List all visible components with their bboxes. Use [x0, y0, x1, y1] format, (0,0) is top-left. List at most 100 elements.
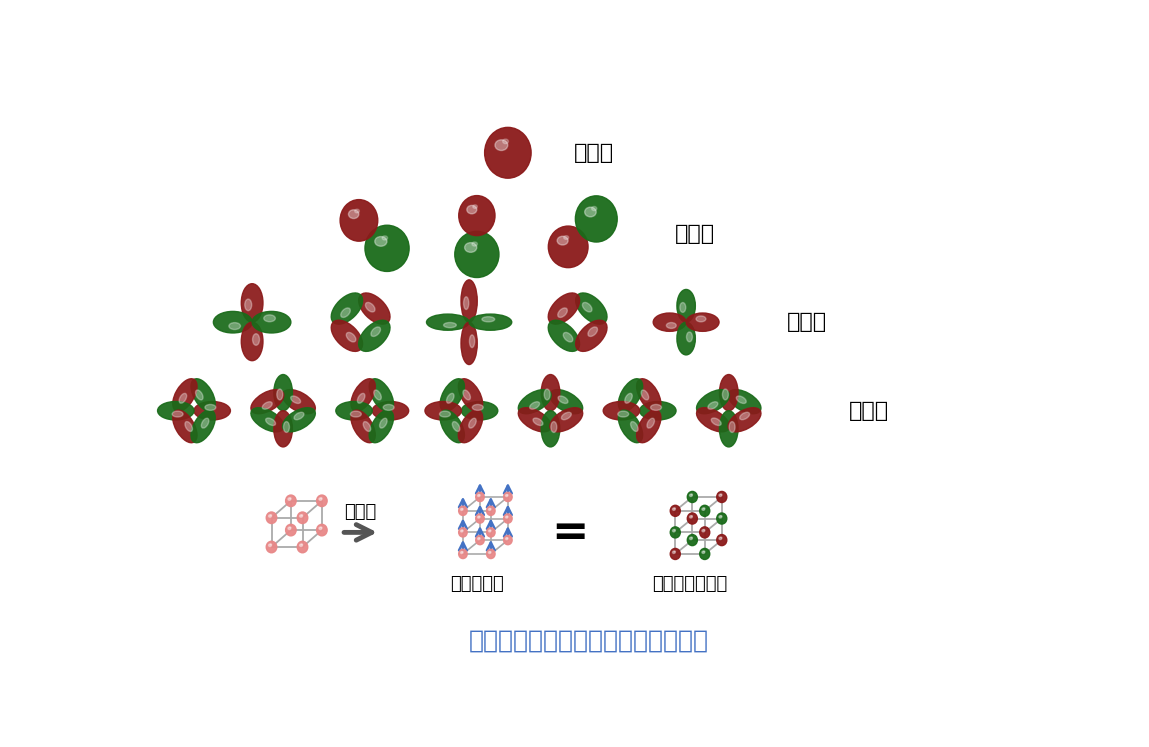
Ellipse shape	[576, 320, 607, 351]
Ellipse shape	[355, 209, 360, 213]
Ellipse shape	[284, 421, 290, 433]
Ellipse shape	[592, 206, 596, 211]
Ellipse shape	[631, 421, 638, 432]
Ellipse shape	[172, 379, 196, 412]
Ellipse shape	[283, 408, 315, 432]
Ellipse shape	[241, 322, 263, 361]
Ellipse shape	[670, 548, 680, 560]
Text: 八極子: 八極子	[849, 400, 889, 421]
Ellipse shape	[269, 515, 271, 517]
Ellipse shape	[346, 332, 356, 342]
Ellipse shape	[478, 495, 480, 497]
Ellipse shape	[350, 411, 361, 417]
Ellipse shape	[426, 314, 469, 330]
Ellipse shape	[674, 508, 676, 509]
Ellipse shape	[321, 498, 322, 499]
Ellipse shape	[269, 544, 271, 547]
Ellipse shape	[179, 394, 186, 403]
Ellipse shape	[478, 516, 480, 518]
Ellipse shape	[700, 548, 710, 560]
Ellipse shape	[506, 538, 508, 539]
Ellipse shape	[585, 207, 596, 217]
Ellipse shape	[270, 544, 271, 545]
Ellipse shape	[461, 509, 463, 510]
Ellipse shape	[618, 379, 642, 412]
Ellipse shape	[461, 322, 477, 365]
Ellipse shape	[562, 412, 571, 420]
Ellipse shape	[476, 514, 484, 523]
Ellipse shape	[696, 390, 730, 414]
Text: 単極子: 単極子	[573, 143, 614, 163]
Ellipse shape	[495, 140, 508, 150]
Ellipse shape	[463, 390, 470, 400]
Text: =: =	[552, 511, 588, 554]
Ellipse shape	[283, 390, 315, 414]
Ellipse shape	[172, 410, 196, 443]
Ellipse shape	[703, 508, 704, 509]
Ellipse shape	[458, 528, 468, 537]
Ellipse shape	[298, 512, 308, 524]
Ellipse shape	[503, 514, 512, 523]
Ellipse shape	[558, 396, 568, 403]
Ellipse shape	[689, 515, 693, 518]
Ellipse shape	[518, 390, 552, 414]
Ellipse shape	[545, 389, 550, 400]
Ellipse shape	[321, 527, 322, 528]
Ellipse shape	[486, 528, 495, 537]
Ellipse shape	[702, 530, 704, 532]
Ellipse shape	[641, 390, 649, 400]
Ellipse shape	[666, 323, 677, 329]
Ellipse shape	[300, 515, 302, 517]
Ellipse shape	[563, 332, 573, 342]
Ellipse shape	[375, 237, 387, 247]
Ellipse shape	[476, 536, 484, 545]
Ellipse shape	[195, 390, 203, 400]
Ellipse shape	[548, 226, 588, 267]
Ellipse shape	[708, 402, 718, 409]
Ellipse shape	[372, 401, 409, 420]
Ellipse shape	[677, 322, 695, 355]
Ellipse shape	[618, 410, 642, 443]
Ellipse shape	[692, 515, 693, 516]
Ellipse shape	[719, 515, 722, 518]
Ellipse shape	[717, 492, 727, 503]
Ellipse shape	[670, 527, 680, 538]
Ellipse shape	[548, 293, 579, 324]
Ellipse shape	[719, 537, 722, 539]
Ellipse shape	[464, 243, 477, 252]
Ellipse shape	[461, 551, 463, 554]
Ellipse shape	[564, 235, 569, 239]
Ellipse shape	[172, 411, 183, 417]
Ellipse shape	[229, 323, 240, 329]
Ellipse shape	[481, 317, 495, 322]
Text: 磁気双極子秩序: 磁気双極子秩序	[653, 575, 727, 593]
Ellipse shape	[557, 308, 568, 317]
Ellipse shape	[262, 402, 272, 409]
Ellipse shape	[488, 509, 491, 510]
Ellipse shape	[717, 535, 727, 545]
Text: 四極子: 四極子	[787, 312, 827, 332]
Ellipse shape	[341, 308, 350, 317]
Ellipse shape	[458, 379, 483, 412]
Ellipse shape	[692, 537, 693, 538]
Ellipse shape	[458, 549, 468, 559]
Ellipse shape	[214, 311, 252, 333]
Ellipse shape	[300, 544, 302, 547]
Ellipse shape	[350, 379, 376, 412]
Ellipse shape	[689, 537, 693, 539]
Ellipse shape	[369, 379, 393, 412]
Ellipse shape	[737, 396, 746, 403]
Ellipse shape	[350, 410, 376, 443]
Ellipse shape	[530, 402, 540, 409]
Ellipse shape	[488, 530, 491, 532]
Ellipse shape	[194, 401, 231, 420]
Ellipse shape	[503, 536, 512, 545]
Ellipse shape	[317, 524, 327, 536]
Ellipse shape	[290, 498, 291, 499]
Ellipse shape	[686, 332, 693, 342]
Ellipse shape	[506, 495, 508, 497]
Ellipse shape	[728, 408, 761, 432]
Text: 相転移: 相転移	[345, 503, 377, 521]
Ellipse shape	[453, 421, 460, 432]
Ellipse shape	[317, 495, 327, 506]
